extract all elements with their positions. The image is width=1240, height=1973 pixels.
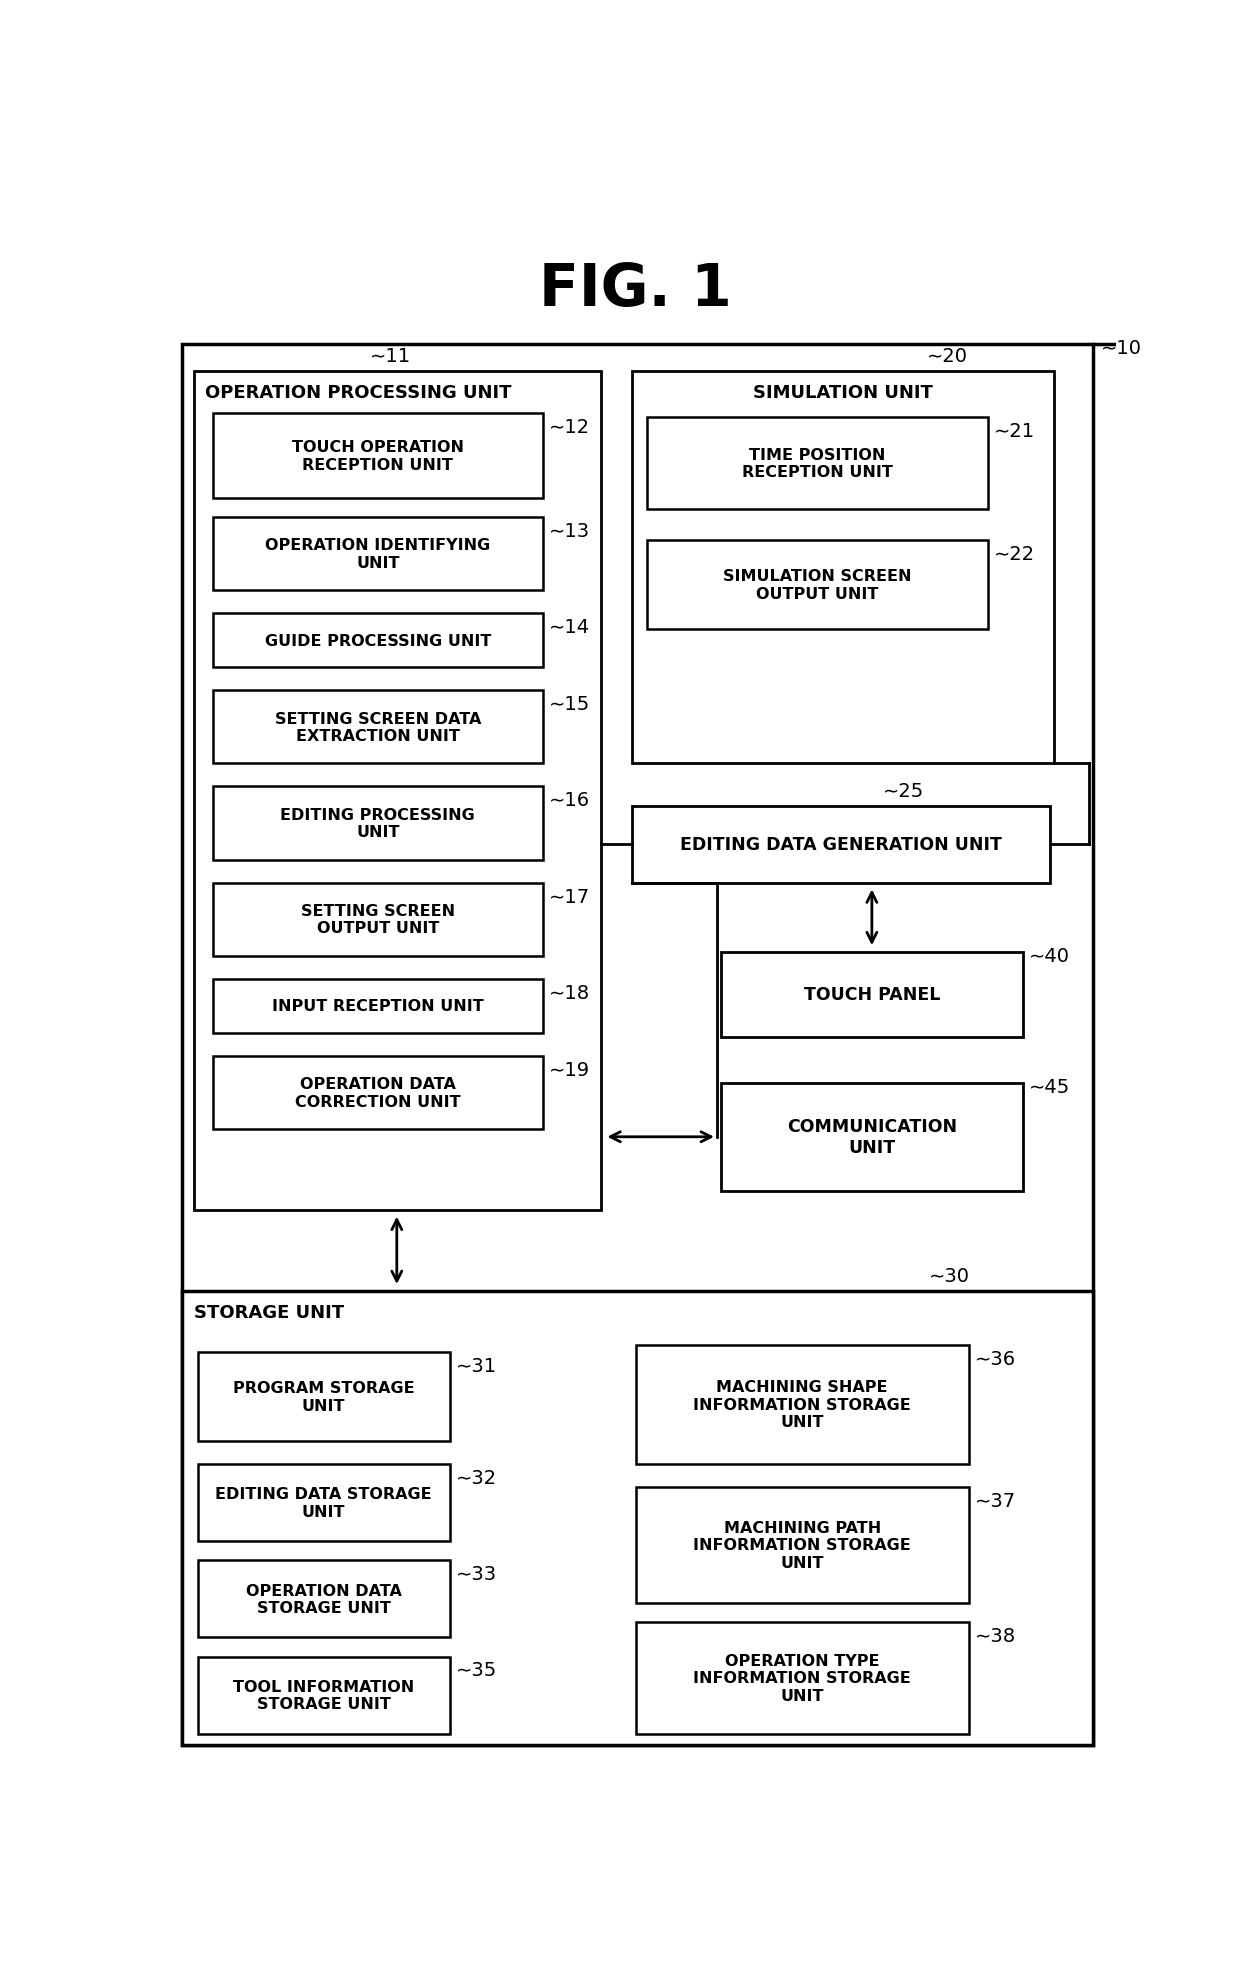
Bar [631, 371, 1054, 764]
Text: ∼14: ∼14 [549, 618, 590, 637]
Text: ∼31: ∼31 [456, 1357, 497, 1375]
Bar [720, 1083, 1023, 1192]
Bar [213, 691, 543, 764]
Bar [197, 1561, 449, 1638]
Text: ∼10: ∼10 [1101, 337, 1142, 357]
Text: ∼32: ∼32 [456, 1468, 497, 1488]
Bar [197, 1657, 449, 1734]
Text: ∼11: ∼11 [370, 347, 410, 365]
Bar [635, 1622, 968, 1734]
Text: ∼33: ∼33 [456, 1565, 497, 1582]
Text: FIG. 1: FIG. 1 [539, 260, 732, 318]
Bar [193, 371, 600, 1209]
Bar [647, 418, 988, 509]
Bar [213, 787, 543, 860]
Bar [635, 1488, 968, 1602]
Bar [635, 1346, 968, 1464]
Text: OPERATION PROCESSING UNIT: OPERATION PROCESSING UNIT [206, 385, 512, 402]
Text: ∼21: ∼21 [994, 422, 1035, 440]
Text: OPERATION IDENTIFYING
UNIT: OPERATION IDENTIFYING UNIT [265, 539, 491, 570]
Bar [213, 614, 543, 667]
Bar [213, 414, 543, 499]
Text: MACHINING SHAPE
INFORMATION STORAGE
UNIT: MACHINING SHAPE INFORMATION STORAGE UNIT [693, 1379, 911, 1430]
Bar [213, 1056, 543, 1129]
Text: TOUCH PANEL: TOUCH PANEL [804, 986, 940, 1004]
Text: ∼20: ∼20 [928, 347, 968, 365]
Text: SIMULATION UNIT: SIMULATION UNIT [753, 385, 932, 402]
Text: ∼40: ∼40 [1029, 947, 1070, 965]
Bar [647, 541, 988, 629]
Text: ∼25: ∼25 [883, 781, 924, 801]
Text: TIME POSITION
RECEPTION UNIT: TIME POSITION RECEPTION UNIT [743, 448, 893, 479]
Bar [213, 517, 543, 590]
Text: PROGRAM STORAGE
UNIT: PROGRAM STORAGE UNIT [233, 1381, 414, 1413]
Text: OPERATION DATA
STORAGE UNIT: OPERATION DATA STORAGE UNIT [246, 1582, 402, 1616]
Text: OPERATION DATA
CORRECTION UNIT: OPERATION DATA CORRECTION UNIT [295, 1077, 460, 1109]
Bar [182, 1290, 1092, 1746]
Text: ∼30: ∼30 [929, 1267, 970, 1286]
Text: ∼37: ∼37 [975, 1492, 1016, 1509]
Text: ∼12: ∼12 [549, 418, 590, 436]
Text: ∼36: ∼36 [975, 1350, 1016, 1367]
Text: SETTING SCREEN
OUTPUT UNIT: SETTING SCREEN OUTPUT UNIT [301, 904, 455, 935]
Text: ∼15: ∼15 [549, 694, 590, 714]
Bar [720, 953, 1023, 1038]
Text: TOOL INFORMATION
STORAGE UNIT: TOOL INFORMATION STORAGE UNIT [233, 1679, 414, 1711]
Text: ∼19: ∼19 [549, 1060, 590, 1079]
Text: ∼13: ∼13 [549, 521, 590, 541]
Text: ∼22: ∼22 [994, 545, 1035, 564]
Text: INPUT RECEPTION UNIT: INPUT RECEPTION UNIT [272, 998, 484, 1014]
Text: SIMULATION SCREEN
OUTPUT UNIT: SIMULATION SCREEN OUTPUT UNIT [723, 568, 911, 602]
Text: ∼45: ∼45 [1029, 1077, 1070, 1097]
Text: EDITING DATA GENERATION UNIT: EDITING DATA GENERATION UNIT [680, 837, 1002, 854]
Bar [213, 979, 543, 1034]
Text: ∼18: ∼18 [549, 983, 590, 1002]
Text: OPERATION TYPE
INFORMATION STORAGE
UNIT: OPERATION TYPE INFORMATION STORAGE UNIT [693, 1653, 911, 1703]
Bar [213, 884, 543, 957]
Text: SETTING SCREEN DATA
EXTRACTION UNIT: SETTING SCREEN DATA EXTRACTION UNIT [274, 710, 481, 744]
Bar [197, 1464, 449, 1541]
Text: GUIDE PROCESSING UNIT: GUIDE PROCESSING UNIT [264, 633, 491, 649]
Text: ∼38: ∼38 [975, 1626, 1016, 1645]
Text: ∼35: ∼35 [456, 1661, 497, 1679]
Text: TOUCH OPERATION
RECEPTION UNIT: TOUCH OPERATION RECEPTION UNIT [291, 440, 464, 472]
Bar [631, 807, 1050, 884]
Text: EDITING PROCESSING
UNIT: EDITING PROCESSING UNIT [280, 807, 475, 840]
Text: MACHINING PATH
INFORMATION STORAGE
UNIT: MACHINING PATH INFORMATION STORAGE UNIT [693, 1521, 911, 1571]
Text: ∼17: ∼17 [549, 888, 590, 906]
Bar [197, 1353, 449, 1440]
Text: COMMUNICATION
UNIT: COMMUNICATION UNIT [787, 1119, 957, 1156]
Text: ∼16: ∼16 [549, 791, 590, 809]
Text: EDITING DATA STORAGE
UNIT: EDITING DATA STORAGE UNIT [216, 1486, 432, 1519]
Text: STORAGE UNIT: STORAGE UNIT [193, 1304, 343, 1322]
